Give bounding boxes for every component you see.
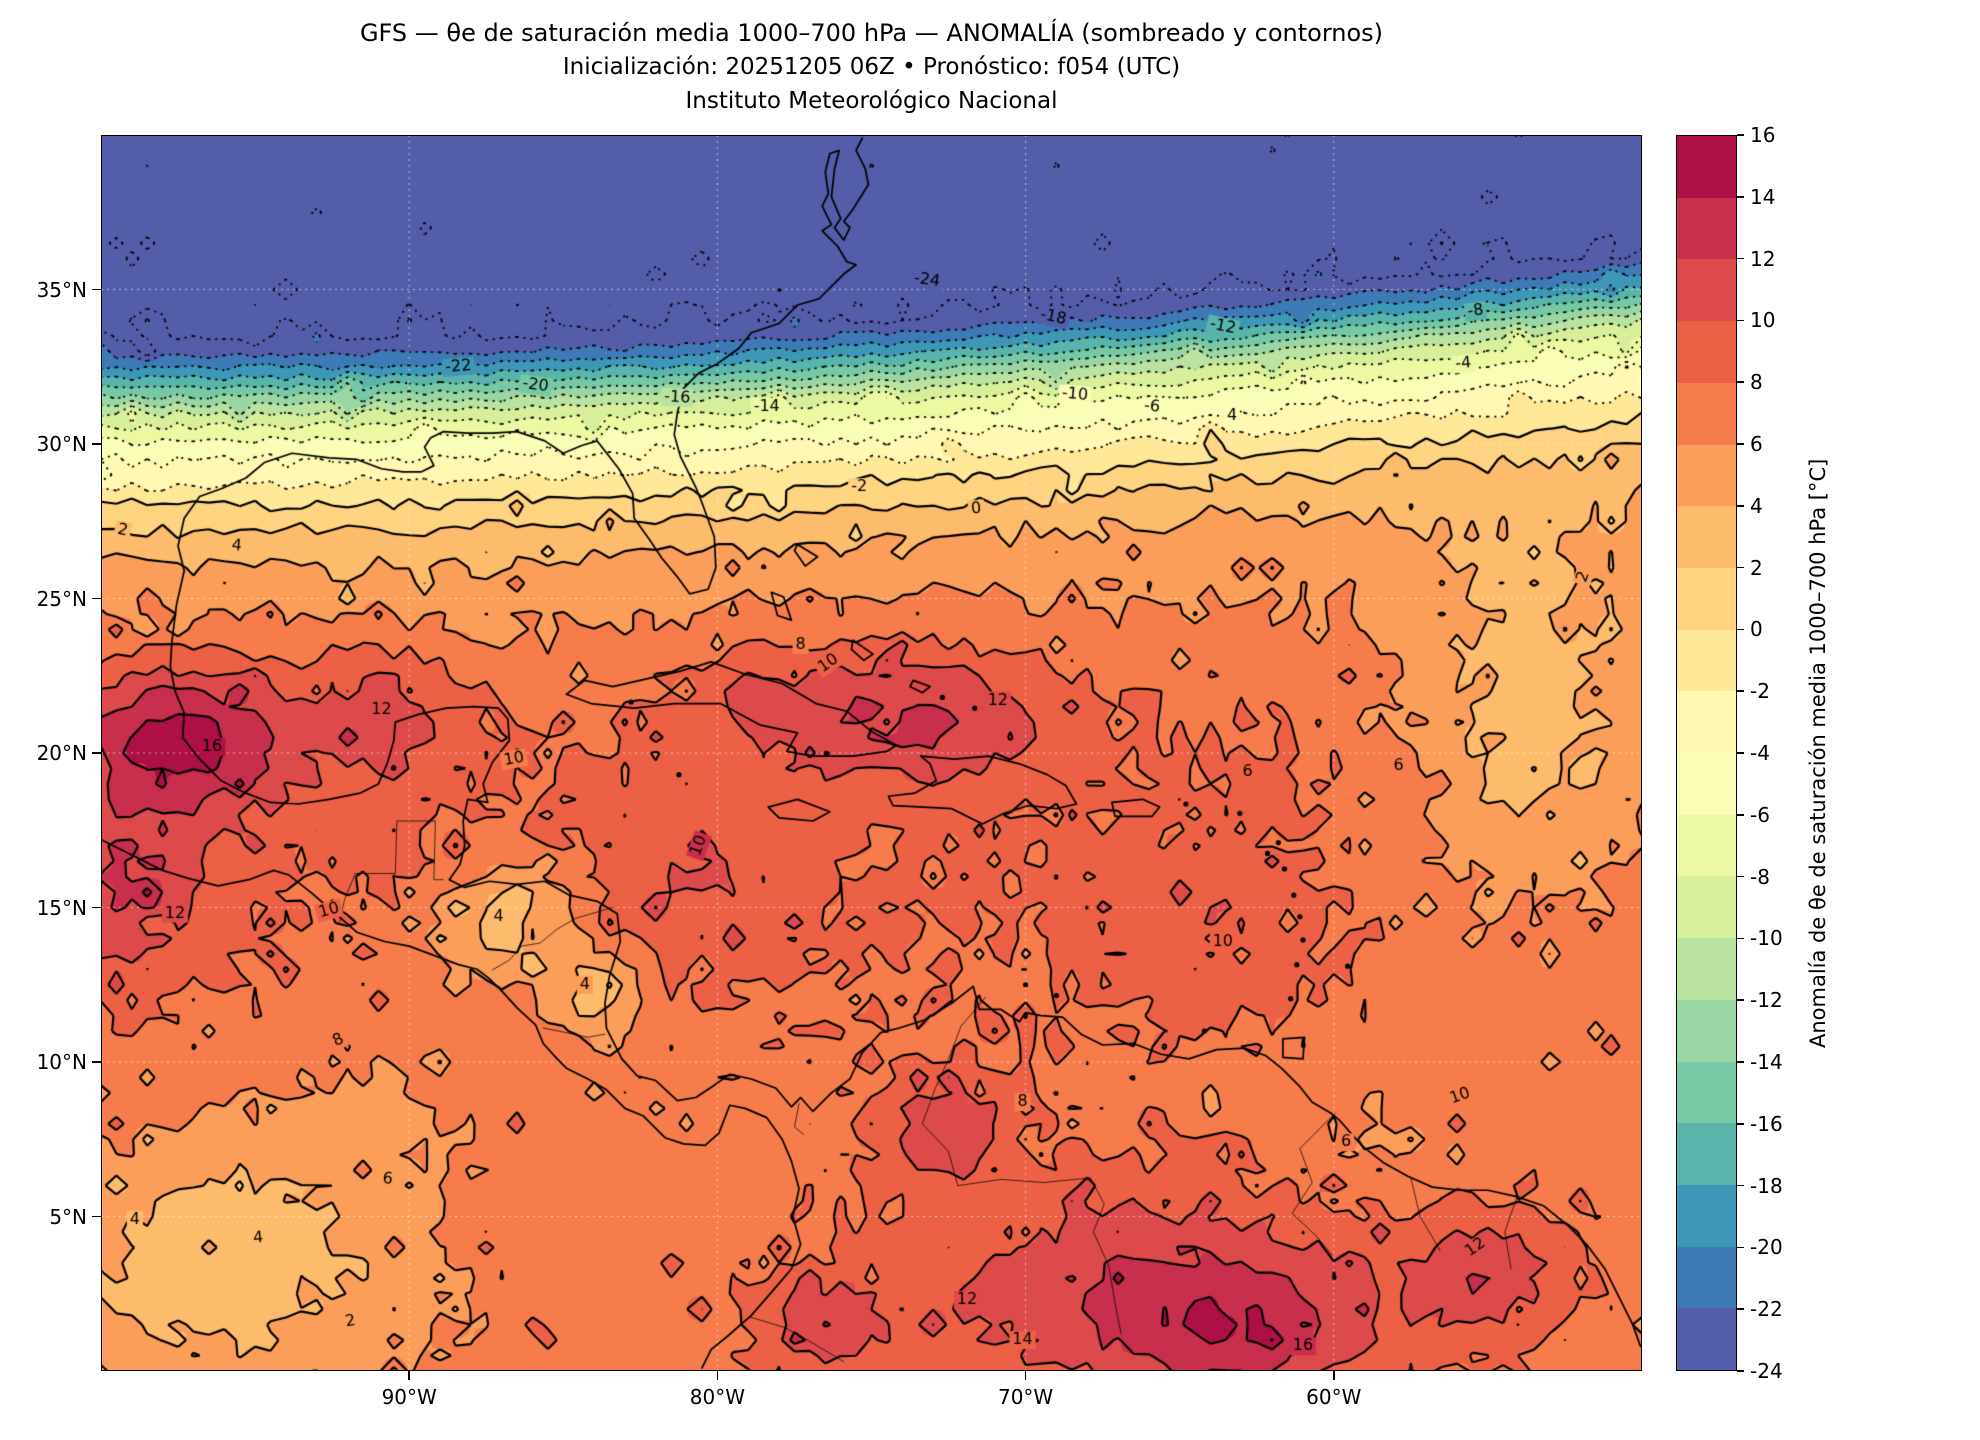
- colorbar-tick-label: 10: [1750, 308, 1776, 333]
- colorbar-cell: [1677, 1184, 1736, 1247]
- colorbar-tick-label: -14: [1750, 1050, 1783, 1074]
- colorbar-cells: [1677, 136, 1736, 1371]
- colorbar-tick-label: -10: [1750, 926, 1783, 951]
- colorbar-cell: [1677, 691, 1736, 754]
- figure-institution: Instituto Meteorológico Nacional: [685, 88, 1058, 114]
- x-tick-label: 70°W: [997, 1385, 1054, 1409]
- colorbar-cell: [1677, 1123, 1736, 1185]
- colorbar-tick-mark: [1737, 1184, 1744, 1187]
- colorbar-tick-mark: [1737, 134, 1744, 136]
- y-tick-mark: [92, 906, 101, 909]
- colorbar-tick-mark: [1737, 505, 1744, 507]
- colorbar-tick-mark: [1737, 319, 1744, 322]
- x-tick-label: 90°W: [381, 1385, 437, 1409]
- colorbar-tick-mark: [1737, 443, 1744, 445]
- colorbar-tick-label: -20: [1750, 1235, 1783, 1260]
- colorbar-cell: [1677, 1061, 1736, 1124]
- x-tick-label: 80°W: [689, 1385, 746, 1409]
- colorbar-tick-label: 2: [1750, 555, 1763, 580]
- colorbar-tick-label: 8: [1750, 370, 1763, 395]
- colorbar-tick-label: 12: [1750, 246, 1776, 271]
- y-tick-mark: [92, 1061, 101, 1063]
- y-tick-label: 30°N: [36, 432, 87, 456]
- colorbar-tick-label: -12: [1750, 988, 1783, 1013]
- colorbar-cell: [1677, 999, 1736, 1062]
- colorbar-tick-mark: [1737, 875, 1744, 878]
- colorbar-cell: [1677, 321, 1736, 383]
- x-tick-mark: [1024, 1371, 1027, 1380]
- colorbar-cell: [1677, 444, 1736, 507]
- colorbar-cell: [1677, 753, 1736, 815]
- colorbar-tick-mark: [1737, 1061, 1744, 1063]
- title-block: GFS — θe de saturación media 1000–700 hP…: [101, 16, 1642, 118]
- colorbar-tick-mark: [1737, 1308, 1744, 1310]
- colorbar-tick-mark: [1737, 1370, 1744, 1372]
- colorbar-tick-label: -4: [1750, 741, 1770, 765]
- figure-subtitle: Inicialización: 20251205 06Z • Pronóstic…: [562, 54, 1181, 80]
- colorbar-tick-label: 16: [1750, 123, 1776, 147]
- colorbar-tick-label: -8: [1750, 864, 1770, 889]
- colorbar-cell: [1677, 876, 1736, 939]
- colorbar-tick-mark: [1737, 999, 1744, 1001]
- y-tick-mark: [92, 443, 101, 445]
- y-tick-mark: [92, 288, 101, 291]
- colorbar-tick-mark: [1737, 937, 1744, 940]
- y-tick-label: 25°N: [36, 586, 87, 611]
- colorbar-tick-label: -16: [1750, 1111, 1783, 1136]
- x-tick-mark: [1333, 1371, 1335, 1380]
- colorbar-tick-mark: [1737, 1123, 1744, 1125]
- colorbar-tick-mark: [1737, 257, 1744, 260]
- colorbar-cell: [1677, 938, 1736, 1000]
- x-tick-label: 60°W: [1306, 1385, 1362, 1409]
- colorbar-tick-mark: [1737, 628, 1744, 631]
- colorbar-label: Anomalía de θe de saturación media 1000–…: [1806, 458, 1830, 1048]
- colorbar-tick-label: 0: [1750, 617, 1763, 642]
- colorbar-tick-mark: [1737, 814, 1744, 816]
- colorbar-cell: [1677, 814, 1736, 877]
- x-tick-mark: [716, 1371, 719, 1380]
- colorbar-cell: [1677, 567, 1736, 630]
- colorbar-cell: [1677, 1308, 1736, 1371]
- colorbar-tick-label: -6: [1750, 802, 1770, 827]
- y-tick-label: 15°N: [36, 895, 87, 920]
- colorbar-tick-mark: [1737, 381, 1744, 383]
- colorbar-tick-mark: [1737, 752, 1744, 754]
- colorbar-tick-mark: [1737, 1246, 1744, 1249]
- y-tick-label: 5°N: [49, 1204, 87, 1229]
- colorbar-tick-label: -22: [1750, 1297, 1783, 1322]
- colorbar-tick-mark: [1737, 690, 1744, 692]
- colorbar-tick-label: 14: [1750, 184, 1776, 209]
- y-tick-mark: [92, 1215, 101, 1218]
- colorbar-cell: [1677, 1246, 1736, 1309]
- colorbar: [1676, 135, 1737, 1371]
- y-tick-label: 35°N: [36, 277, 87, 302]
- colorbar-tick-label: -24: [1750, 1359, 1783, 1383]
- colorbar-tick-mark: [1737, 566, 1744, 569]
- figure-title: GFS — θe de saturación media 1000–700 hP…: [359, 19, 1384, 47]
- colorbar-cell: [1677, 506, 1736, 568]
- y-tick-mark: [92, 597, 101, 600]
- x-tick-mark: [408, 1371, 410, 1380]
- colorbar-cell: [1677, 259, 1736, 322]
- colorbar-tick-label: 4: [1750, 493, 1763, 518]
- colorbar-tick-label: -18: [1750, 1173, 1783, 1198]
- colorbar-tick-label: -2: [1750, 679, 1770, 704]
- colorbar-cell: [1677, 629, 1736, 692]
- colorbar-cell: [1677, 136, 1736, 198]
- map-canvas: [101, 135, 1642, 1371]
- y-tick-mark: [92, 752, 101, 754]
- colorbar-tick-mark: [1737, 196, 1744, 198]
- colorbar-cell: [1677, 382, 1736, 445]
- y-tick-label: 20°N: [36, 741, 87, 765]
- colorbar-cell: [1677, 197, 1736, 260]
- y-tick-label: 10°N: [36, 1050, 87, 1074]
- map-plot: [101, 135, 1642, 1371]
- colorbar-tick-label: 6: [1750, 432, 1763, 456]
